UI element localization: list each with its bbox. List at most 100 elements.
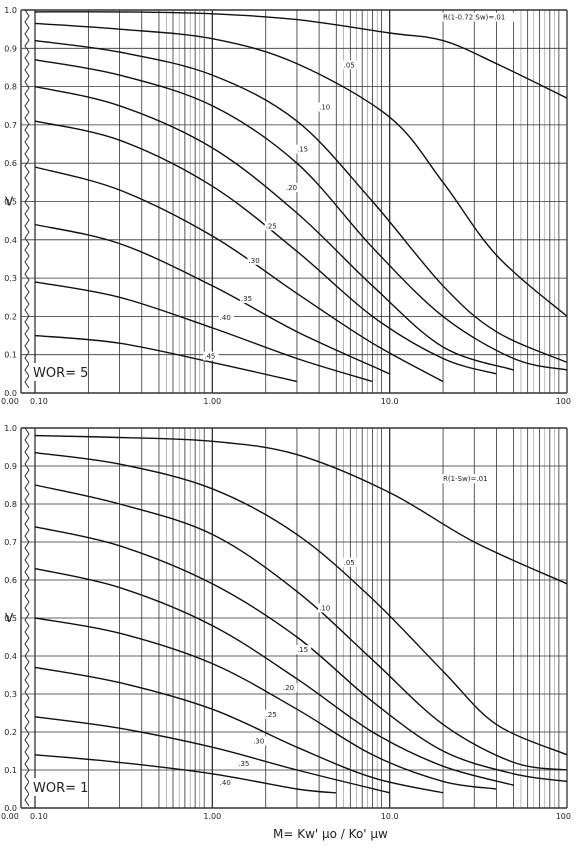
- x-tick-label: 10.0: [381, 397, 399, 406]
- y-axis-label: V: [5, 195, 14, 209]
- curve-label: .35: [241, 295, 252, 303]
- curve-label: .30: [253, 737, 264, 745]
- x-origin-label: 0.00: [1, 397, 19, 406]
- wor-bg: [29, 363, 83, 381]
- curve-label-bg: [342, 557, 358, 567]
- y-tick-label: 0.2: [4, 312, 17, 321]
- x-tick-label: 0.10: [30, 397, 48, 406]
- chart-wor-1: 0.00.10.20.30.40.50.60.70.80.91.00.10 1.0…: [1, 424, 571, 841]
- curve-label-bg: [318, 603, 334, 613]
- curve-label: .10: [319, 604, 330, 612]
- curve-label: .25: [266, 711, 277, 719]
- curve-label-bg: [237, 759, 253, 769]
- curve-label: .35: [238, 760, 249, 768]
- curve-label: R(1-0.72 Sw)=.01: [443, 14, 505, 22]
- curve-label-bg: [284, 183, 301, 193]
- chart-wor-5: 0.00.10.20.30.40.50.60.70.80.91.00.10 1.0…: [1, 6, 571, 406]
- y-tick-label: 0.0: [4, 804, 17, 813]
- series-line: [34, 39, 568, 364]
- x-axis-label: M= Kw' μo / Ko' μw: [273, 827, 388, 841]
- y-tick-label: 0.8: [4, 500, 17, 509]
- series-line: [34, 223, 390, 375]
- y-tick-label: 0.9: [4, 462, 17, 471]
- axis-break: [24, 427, 30, 807]
- curve-label: .15: [297, 646, 308, 654]
- y-tick-label: 0.4: [4, 652, 17, 661]
- curve-label-bg: [218, 778, 234, 788]
- y-axis-label: V: [5, 611, 14, 625]
- series-line: [34, 617, 497, 790]
- curve-label: .30: [249, 257, 260, 265]
- y-tick-label: 0.3: [4, 690, 17, 699]
- x-tick-label: 0.10: [30, 812, 48, 821]
- x-tick-label: 100: [556, 397, 571, 406]
- series-line: [34, 334, 298, 383]
- series-line: [34, 434, 568, 585]
- x-tick-label: 100: [556, 812, 571, 821]
- curve-label-bg: [247, 255, 263, 265]
- y-tick-label: 0.9: [4, 44, 17, 53]
- wor-annotation: WOR= 5: [33, 366, 88, 381]
- curve-label: .40: [220, 779, 231, 787]
- y-tick-label: 0.7: [4, 538, 17, 547]
- y-tick-label: 0.6: [4, 159, 17, 168]
- y-tick-label: 0.1: [4, 351, 17, 360]
- x-tick-label: 1.00: [203, 397, 221, 406]
- grid: [21, 9, 568, 394]
- curve-label-bg: [264, 221, 280, 231]
- grid: [21, 427, 568, 809]
- curve-label-bg: [281, 683, 298, 693]
- x-origin-label: 0.00: [1, 812, 19, 821]
- y-tick-label: 0.1: [4, 766, 17, 775]
- curve-label-bg: [203, 351, 219, 361]
- series-line: [34, 59, 568, 371]
- curve-label-bg: [295, 645, 312, 655]
- series-line: [34, 567, 514, 786]
- series-line: [34, 452, 568, 756]
- y-tick-label: 0.6: [4, 576, 17, 585]
- x-tick-label: 1.00: [203, 812, 221, 821]
- curve-label: .20: [283, 684, 294, 692]
- curve-label: .05: [344, 61, 355, 69]
- series-line: [34, 716, 390, 794]
- curve-label-bg: [342, 60, 358, 70]
- y-tick-label: 0.2: [4, 728, 17, 737]
- curve-label-bg: [252, 736, 268, 746]
- curve-label: .45: [204, 353, 215, 361]
- y-tick-label: 1.0: [4, 6, 17, 15]
- axis-break: [24, 9, 30, 389]
- curve-label-bg: [295, 144, 312, 154]
- series-line: [34, 754, 337, 794]
- y-tick-label: 0.7: [4, 121, 17, 130]
- curve-label-bg: [318, 102, 334, 112]
- wor-bg: [29, 778, 83, 796]
- curve-label-bg: [442, 474, 493, 484]
- series-line: [34, 85, 514, 371]
- curve-label: .05: [344, 559, 355, 567]
- series-line: [34, 666, 444, 794]
- series-line: [34, 11, 568, 99]
- y-tick-label: 1.0: [4, 424, 17, 433]
- y-tick-label: 0.8: [4, 83, 17, 92]
- curve-label-bg: [264, 709, 280, 719]
- curve-label: .25: [266, 222, 277, 230]
- curve-label-bg: [442, 12, 515, 22]
- series-line: [34, 526, 568, 783]
- curve-label: R(1-Sw)=.01: [443, 475, 487, 483]
- curve-label: .20: [286, 184, 297, 192]
- series-line: [34, 281, 373, 383]
- curve-label: .40: [220, 314, 231, 322]
- series-line: [34, 22, 568, 317]
- series-line: [34, 484, 568, 771]
- curve-label-bg: [218, 313, 234, 323]
- y-tick-label: 0.0: [4, 389, 17, 398]
- x-tick-label: 10.0: [381, 812, 399, 821]
- y-tick-label: 0.5: [4, 198, 17, 207]
- series-line: [34, 120, 497, 375]
- y-tick-label: 0.3: [4, 274, 17, 283]
- y-tick-label: 0.4: [4, 236, 17, 245]
- curve-label-bg: [239, 294, 256, 304]
- y-tick-label: 0.5: [4, 614, 17, 623]
- curve-label: .10: [319, 104, 330, 112]
